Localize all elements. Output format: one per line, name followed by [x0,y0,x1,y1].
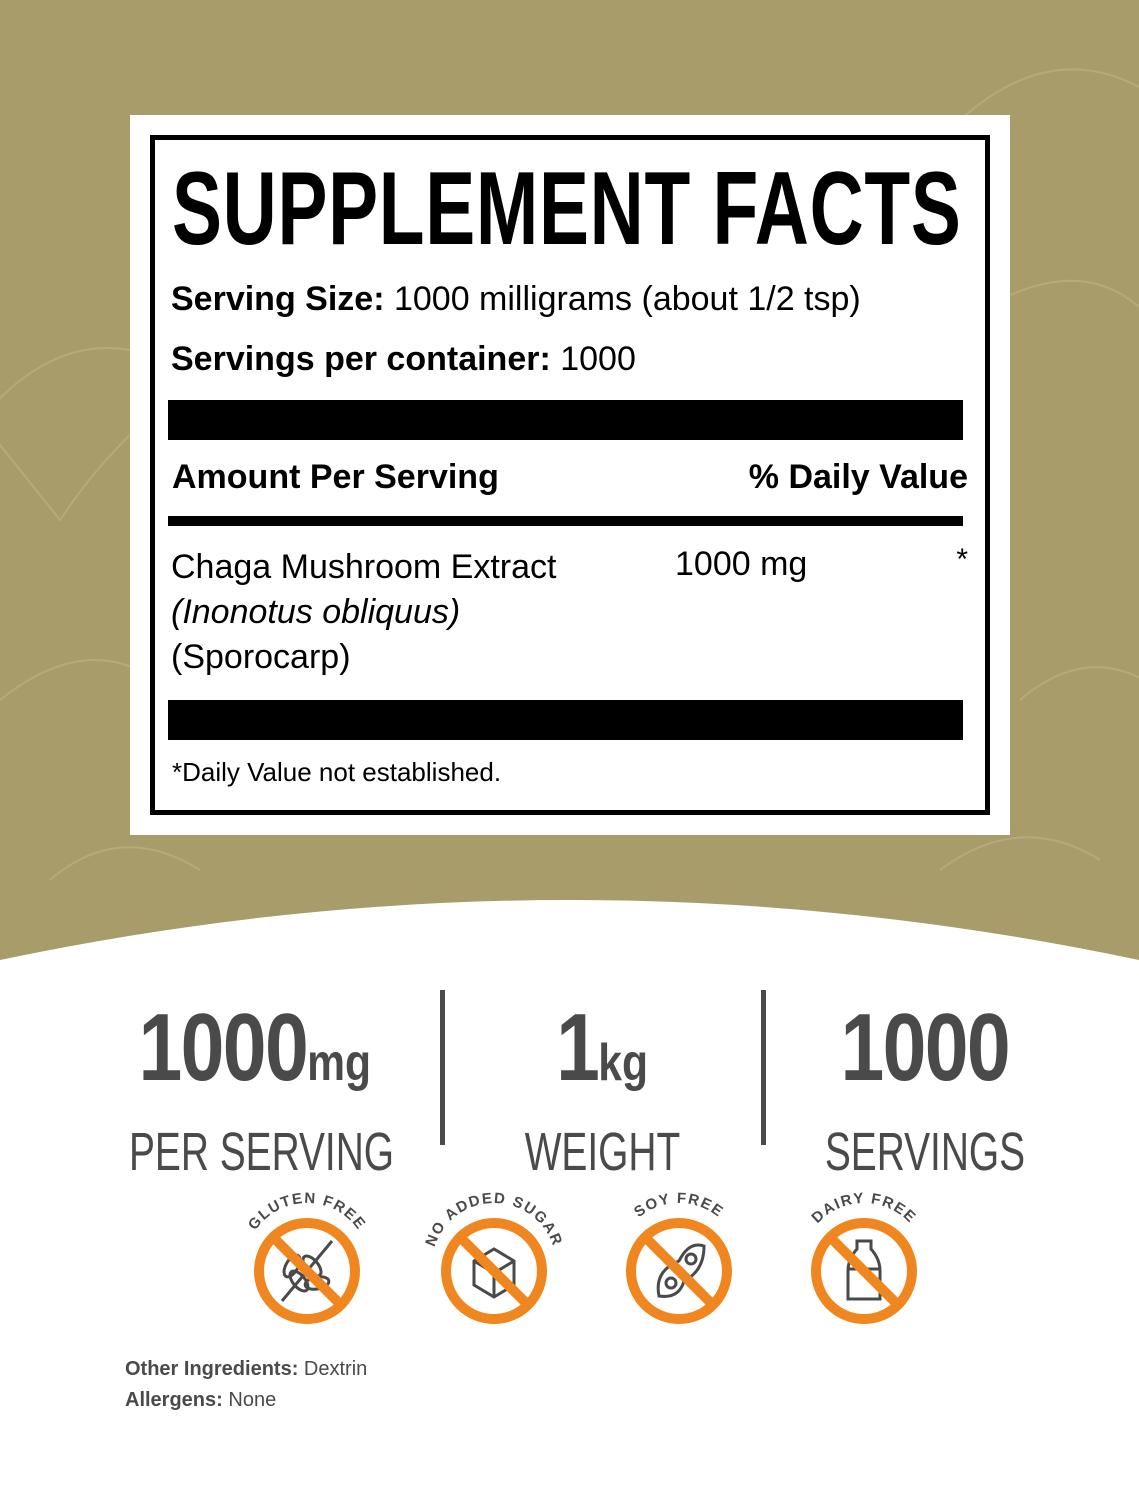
prohibition-slash [456,1233,532,1309]
serving-size: Serving Size: 1000 milligrams (about 1/2… [171,280,861,319]
facts-title: SUPPLEMENT FACTS [172,151,962,267]
allergens-label: Allergens: [125,1389,223,1411]
thick-divider-bottom [168,700,963,740]
other-ingredients: Other Ingredients: Dextrin [125,1358,367,1381]
stat-per-serving: 1000mg PER SERVING [80,1000,430,1183]
stat-value: 1 [556,994,601,1101]
amount-per-serving-header: Amount Per Serving [172,458,499,496]
ingredient-name: Chaga Mushroom Extract [171,548,557,586]
stat-label: PER SERVING [129,1122,395,1182]
ingredient-dv: * [956,543,968,576]
other-ingredients-value: Dextrin [303,1358,368,1380]
prohibition-slash [269,1233,345,1309]
stat-label: WEIGHT [524,1122,681,1182]
thick-divider [168,400,963,440]
ingredient-latin: (Inonotus obliquus) [171,593,461,631]
footnote: *Daily Value not established. [172,757,502,787]
ingredient-amount: 1000 mg [675,545,808,583]
stat-weight: 1kg WEIGHT [450,1000,755,1183]
badge-dairy-free: DAIRY FREE [789,1190,939,1340]
prohibition-slash [641,1233,717,1309]
serving-size-label: Serving Size: [171,280,385,318]
prohibition-circle [626,1218,732,1324]
badge-gluten-free: GLUTEN FREE [232,1190,382,1340]
servings-value: 1000 [560,340,636,378]
prohibition-circle [254,1218,360,1324]
supplement-facts-panel: SUPPLEMENT FACTS Serving Size: 1000 mill… [130,115,1010,835]
stat-unit: mg [307,1034,372,1092]
stat-servings: 1000 SERVINGS [770,1000,1080,1183]
allergens-value: None [228,1389,277,1411]
badge-label: SOY FREE [631,1190,727,1221]
daily-value-header: % Daily Value [748,458,968,496]
stat-unit: kg [598,1034,649,1092]
prohibition-circle [811,1218,917,1324]
ingredient-row: Chaga Mushroom Extract (Inonotus obliquu… [171,545,557,680]
stat-divider [440,990,445,1145]
other-ingredients-label: Other Ingredients: [125,1358,299,1380]
badge-no-added-sugar: NO ADDED SUGAR [419,1190,569,1340]
ingredient-part: (Sporocarp) [171,638,351,676]
stat-divider [761,990,766,1145]
prohibition-slash [826,1233,902,1309]
soybean-icon [656,1243,706,1298]
badge-soy-free: SOY FREE [604,1190,754,1340]
prohibition-circle [441,1218,547,1324]
servings-label: Servings per container: [171,340,551,378]
supplement-facts-border [150,135,990,815]
stat-value: 1000 [840,994,1011,1101]
servings-per-container: Servings per container: 1000 [171,340,636,379]
divider [168,516,963,526]
allergens: Allergens: None [125,1389,276,1412]
stat-value: 1000 [138,994,309,1101]
stat-label: SERVINGS [824,1122,1026,1182]
serving-size-value: 1000 milligrams (about 1/2 tsp) [393,280,861,318]
